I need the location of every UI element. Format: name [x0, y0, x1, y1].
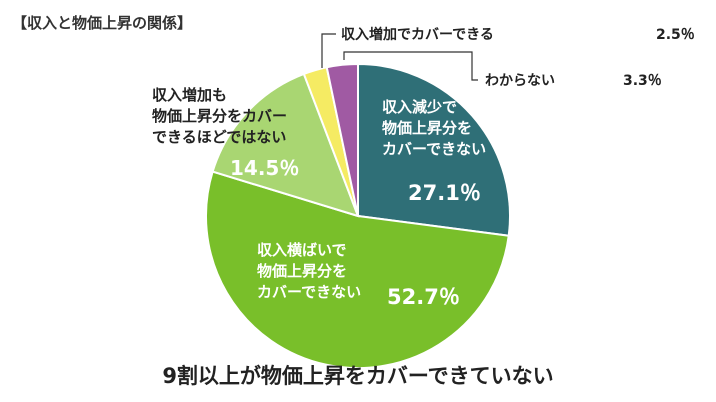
slice-value-0: 27.1％ — [408, 181, 481, 205]
pie-slice-0 — [357, 62, 511, 237]
slice-label-3: 収入増加でカバーできる — [341, 26, 494, 43]
pie-slice-1 — [205, 170, 510, 370]
slice-label-2: 収入増加も物価上昇分をカバーできるほどではない — [152, 86, 287, 146]
pie-slice-2 — [211, 72, 360, 218]
chart-title: 【収入と物価上昇の関係】 — [12, 14, 193, 32]
leader-line-3 — [321, 33, 336, 68]
slice-label-1: 収入横ばいで物価上昇分をカバーできない — [257, 241, 361, 301]
slice-value-1: 52.7％ — [387, 285, 460, 309]
slice-label-0: 収入減少で物価上昇分をカバーできない — [382, 98, 486, 158]
slice-value-4: 3.3％ — [623, 73, 662, 89]
slice-label-4: わからない — [485, 73, 555, 89]
slice-value-3: 2.5％ — [656, 27, 695, 43]
chart-caption: 9割以上が物価上昇をカバーできていない — [162, 364, 554, 388]
leader-line-4 — [343, 51, 478, 81]
pie-slice-4 — [325, 62, 359, 217]
slice-value-2: 14.5％ — [230, 156, 299, 180]
